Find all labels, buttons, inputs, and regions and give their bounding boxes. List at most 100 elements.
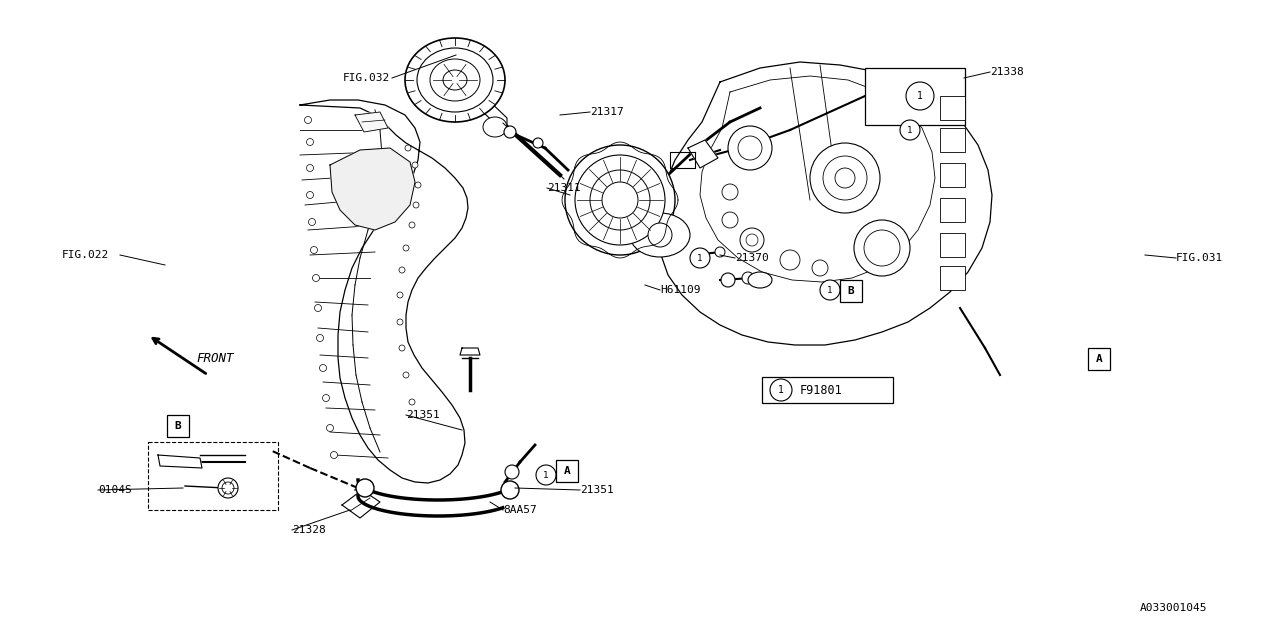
Text: 21338: 21338 <box>989 67 1024 77</box>
Circle shape <box>404 145 411 151</box>
Circle shape <box>410 399 415 405</box>
Ellipse shape <box>417 48 493 112</box>
Polygon shape <box>330 148 415 230</box>
Circle shape <box>739 136 762 160</box>
Circle shape <box>648 223 672 247</box>
Circle shape <box>356 479 374 497</box>
Circle shape <box>504 126 516 138</box>
Circle shape <box>412 162 419 168</box>
Bar <box>840 280 861 302</box>
Bar <box>940 96 965 120</box>
Polygon shape <box>658 62 992 345</box>
Text: 1: 1 <box>908 125 913 134</box>
Circle shape <box>690 248 710 268</box>
Polygon shape <box>689 140 718 168</box>
Circle shape <box>311 246 317 253</box>
Circle shape <box>835 168 855 188</box>
Circle shape <box>506 465 518 479</box>
Text: 21351: 21351 <box>580 485 613 495</box>
Polygon shape <box>300 100 468 483</box>
Circle shape <box>308 218 315 225</box>
Circle shape <box>854 220 910 276</box>
Circle shape <box>410 222 415 228</box>
Circle shape <box>403 372 410 378</box>
Bar <box>940 266 965 290</box>
Bar <box>1088 348 1110 370</box>
Circle shape <box>306 191 314 198</box>
Polygon shape <box>460 348 480 355</box>
Circle shape <box>316 335 324 342</box>
Circle shape <box>315 305 321 312</box>
Bar <box>556 460 579 482</box>
Polygon shape <box>669 152 695 168</box>
Circle shape <box>305 116 311 124</box>
Bar <box>762 377 893 403</box>
Circle shape <box>221 482 234 494</box>
Circle shape <box>722 184 739 200</box>
Ellipse shape <box>630 213 690 257</box>
Text: 1: 1 <box>778 385 783 395</box>
Circle shape <box>403 245 410 251</box>
Text: 21328: 21328 <box>292 525 325 535</box>
Circle shape <box>330 451 338 458</box>
Circle shape <box>906 82 934 110</box>
Circle shape <box>771 379 792 401</box>
Circle shape <box>218 478 238 498</box>
Bar <box>940 233 965 257</box>
Ellipse shape <box>748 272 772 288</box>
Circle shape <box>312 275 320 282</box>
Ellipse shape <box>430 59 480 101</box>
Circle shape <box>746 234 758 246</box>
Text: H61109: H61109 <box>660 285 700 295</box>
Text: 0104S: 0104S <box>99 485 132 495</box>
Text: A: A <box>1096 354 1102 364</box>
Circle shape <box>413 202 419 208</box>
Ellipse shape <box>443 70 467 90</box>
Circle shape <box>397 292 403 298</box>
Circle shape <box>590 170 650 230</box>
Bar <box>940 163 965 187</box>
Circle shape <box>820 280 840 300</box>
Polygon shape <box>342 490 380 518</box>
Circle shape <box>742 272 754 284</box>
Text: 1: 1 <box>698 253 703 262</box>
Circle shape <box>575 155 666 245</box>
Polygon shape <box>157 455 202 468</box>
Text: 21351: 21351 <box>406 410 440 420</box>
Text: 1: 1 <box>916 91 923 101</box>
Bar <box>940 198 965 222</box>
Circle shape <box>399 345 404 351</box>
Circle shape <box>696 249 708 261</box>
Bar <box>166 415 189 437</box>
Circle shape <box>823 156 867 200</box>
Circle shape <box>326 424 334 431</box>
Text: FRONT: FRONT <box>196 351 233 365</box>
Polygon shape <box>355 112 388 132</box>
Circle shape <box>722 212 739 228</box>
Circle shape <box>740 228 764 252</box>
Circle shape <box>323 394 329 401</box>
Circle shape <box>306 164 314 172</box>
Text: 21317: 21317 <box>590 107 623 117</box>
Text: FIG.031: FIG.031 <box>1176 253 1224 263</box>
Text: 1: 1 <box>543 470 549 479</box>
Circle shape <box>900 120 920 140</box>
Circle shape <box>532 138 543 148</box>
Bar <box>940 128 965 152</box>
Text: 1: 1 <box>827 285 833 294</box>
Text: B: B <box>174 421 182 431</box>
Circle shape <box>716 247 724 257</box>
Circle shape <box>397 319 403 325</box>
Polygon shape <box>483 95 507 135</box>
Circle shape <box>564 145 675 255</box>
Circle shape <box>810 143 881 213</box>
Circle shape <box>500 481 518 499</box>
Circle shape <box>320 365 326 371</box>
Text: F91801: F91801 <box>800 383 842 397</box>
Text: A: A <box>563 466 571 476</box>
Circle shape <box>728 126 772 170</box>
Circle shape <box>602 182 637 218</box>
Bar <box>148 442 278 510</box>
Circle shape <box>721 273 735 287</box>
Circle shape <box>415 182 421 188</box>
